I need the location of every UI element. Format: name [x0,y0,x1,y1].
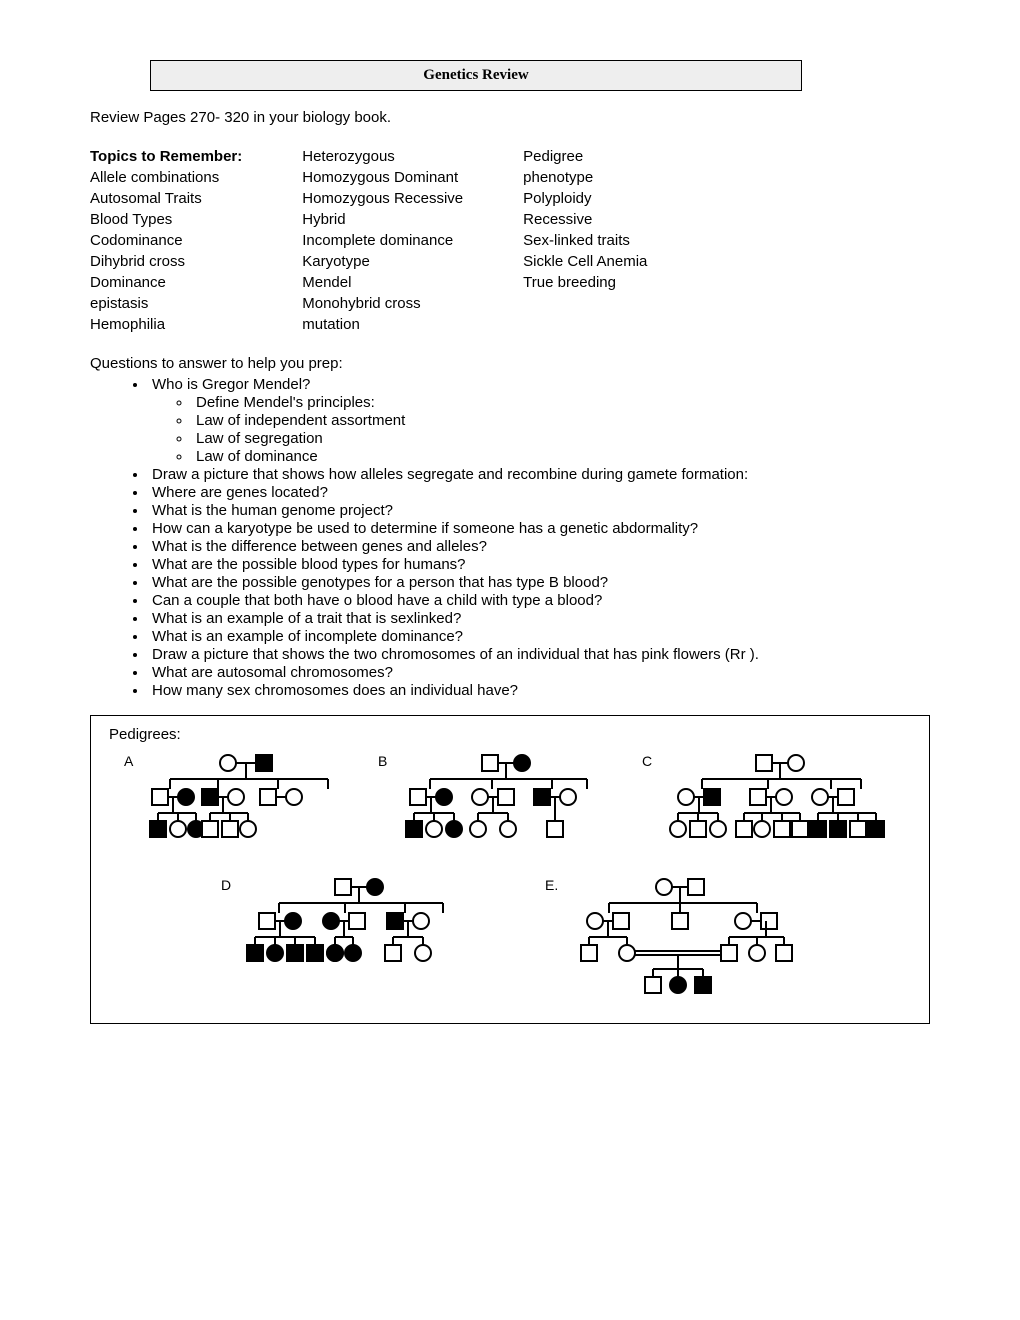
topic-item: mutation [302,314,463,335]
question-item: What is an example of incomplete dominan… [148,628,930,645]
question-item: Can a couple that both have o blood have… [148,592,930,609]
topic-item: phenotype [523,167,647,188]
topic-item: Mendel [302,272,463,293]
page-title: Genetics Review [423,67,528,83]
pedigree-letter: C [642,753,656,769]
topic-item: Dominance [90,272,242,293]
question-item: What is the difference between genes and… [148,538,930,555]
pedigree-c-svg [666,751,896,851]
pedigree-d: D [221,875,475,975]
pedigree-d-svg [245,875,475,975]
topic-item: Dihybrid cross [90,251,242,272]
topic-item: Pedigree [523,146,647,167]
question-item: What are the possible blood types for hu… [148,556,930,573]
question-item: Draw a picture that shows how alleles se… [148,466,930,483]
pedigree-box: Pedigrees: A [90,715,930,1024]
pedigree-e-svg [569,875,799,1005]
question-item: Draw a picture that shows the two chromo… [148,646,930,663]
topic-item: Sickle Cell Anemia [523,251,647,272]
question-item: What are autosomal chromosomes? [148,664,930,681]
topic-item: Hybrid [302,209,463,230]
pedigree-letter: B [378,753,392,769]
sub-item: Law of segregation [192,430,930,447]
question-item: What is the human genome project? [148,502,930,519]
question-item: How can a karyotype be used to determine… [148,520,930,537]
topic-item: Sex-linked traits [523,230,647,251]
topic-item: Hemophilia [90,314,242,335]
question-item: What are the possible genotypes for a pe… [148,574,930,591]
prep-header: Questions to answer to help you prep: [90,355,930,372]
topic-item: True breeding [523,272,647,293]
topic-item: Autosomal Traits [90,188,242,209]
topics-col-2: Heterozygous Homozygous Dominant Homozyg… [302,146,463,335]
topics-col-3: Pedigree phenotype Polyploidy Recessive … [523,146,647,335]
question-item: What is an example of a trait that is se… [148,610,930,627]
sub-item: Define Mendel's principles: [192,394,930,411]
pedigree-a: A [124,751,348,851]
pedigree-letter: E. [545,877,559,893]
pedigree-letter: D [221,877,235,893]
question-item: Where are genes located? [148,484,930,501]
topics-section: Topics to Remember: Allele combinations … [90,146,930,335]
topic-item: Recessive [523,209,647,230]
sub-item: Law of dominance [192,448,930,465]
topic-item: Allele combinations [90,167,242,188]
pedigree-a-svg [148,751,348,851]
topic-item: Heterozygous [302,146,463,167]
topic-item: Blood Types [90,209,242,230]
title-box: Genetics Review [150,60,802,91]
pedigree-row-2: D [109,875,911,1005]
question-text: Who is Gregor Mendel? [152,376,310,393]
pedigree-letter: A [124,753,138,769]
question-item: Who is Gregor Mendel? Define Mendel's pr… [148,376,930,465]
topics-col-1: Topics to Remember: Allele combinations … [90,146,242,335]
pedigree-c: C [642,751,896,851]
pedigree-b-svg [402,751,612,851]
pedigree-label: Pedigrees: [109,726,911,743]
mendel-sublist: Define Mendel's principles: Law of indep… [152,394,930,465]
pedigree-row-1: A [109,751,911,851]
topic-item: Incomplete dominance [302,230,463,251]
sub-item: Law of independent assortment [192,412,930,429]
intro-text: Review Pages 270- 320 in your biology bo… [90,109,930,126]
topic-item: Polyploidy [523,188,647,209]
topic-item: Homozygous Recessive [302,188,463,209]
topic-item: Monohybrid cross [302,293,463,314]
topics-header: Topics to Remember: [90,146,242,167]
pedigree-b: B [378,751,612,851]
topic-item: Homozygous Dominant [302,167,463,188]
topic-item: Codominance [90,230,242,251]
questions-list: Who is Gregor Mendel? Define Mendel's pr… [90,376,930,699]
question-item: How many sex chromosomes does an individ… [148,682,930,699]
topic-item: Karyotype [302,251,463,272]
topic-item: epistasis [90,293,242,314]
pedigree-e: E. [545,875,799,1005]
